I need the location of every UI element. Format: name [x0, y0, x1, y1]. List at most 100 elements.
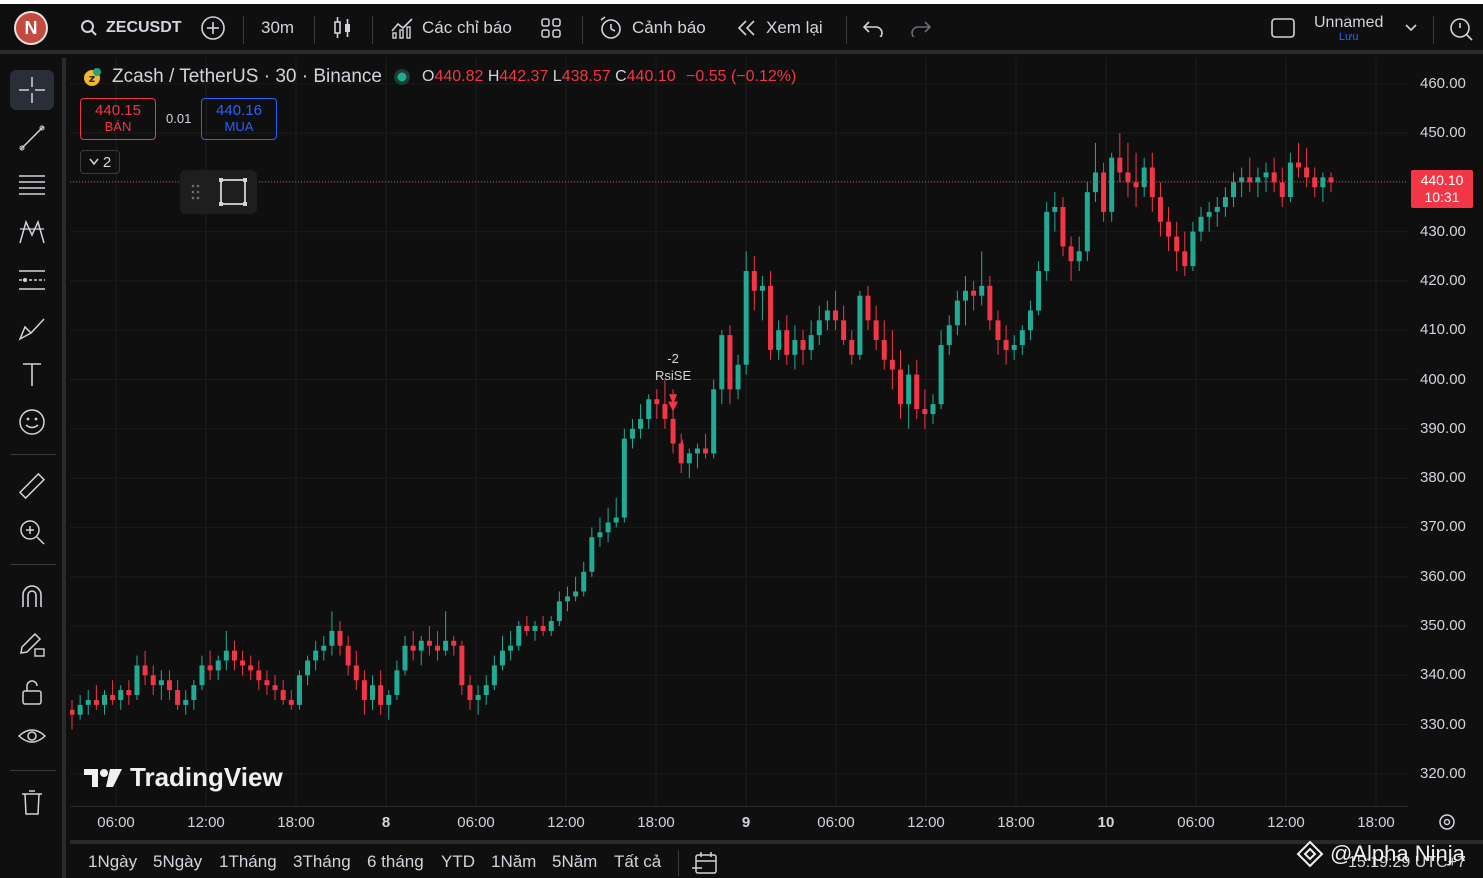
trash-icon — [22, 790, 42, 815]
symbol-title[interactable]: Zcash / TetherUS · 30 · Binance — [112, 66, 382, 87]
emoji-tool[interactable] — [10, 402, 54, 442]
candle — [719, 330, 725, 405]
candle-body — [1125, 172, 1131, 183]
candle — [881, 320, 887, 370]
templates-button[interactable] — [540, 8, 562, 48]
chevron-down-icon — [1405, 24, 1417, 32]
symbol-search-button[interactable]: ZECUSDT — [80, 8, 182, 48]
user-avatar[interactable]: N — [14, 8, 48, 48]
candle-body — [166, 680, 172, 691]
sell-button[interactable]: 440.15 BÁN — [80, 98, 156, 140]
range-button[interactable]: 1Tháng — [219, 852, 277, 871]
candle — [524, 616, 530, 636]
buy-button[interactable]: 440.16 MUA — [201, 98, 277, 140]
fib-tool[interactable] — [10, 164, 54, 204]
range-button[interactable]: 1Ngày — [88, 852, 138, 871]
candle-body — [516, 626, 522, 646]
candle — [1052, 192, 1058, 232]
brush-tool[interactable] — [10, 308, 54, 348]
range-button[interactable]: Tất cả — [614, 852, 662, 871]
candle-body — [987, 285, 993, 321]
range-button[interactable]: 5Ngày — [153, 852, 203, 871]
alerts-button[interactable]: Cảnh báo — [598, 8, 706, 48]
candle — [1003, 325, 1009, 365]
price-tick-label: 370.00 — [1420, 518, 1466, 536]
open-value: 440.82 — [434, 68, 484, 85]
zoom-tool[interactable] — [10, 512, 54, 552]
layout-name-button[interactable]: Unnamed Lưu — [1314, 8, 1383, 48]
range-button[interactable]: 1Năm — [491, 852, 537, 871]
lock-tool[interactable] — [10, 672, 54, 712]
magnet-tool[interactable] — [10, 576, 54, 616]
candle — [296, 670, 302, 710]
candle-body — [1182, 251, 1188, 267]
candle — [686, 448, 692, 479]
drag-handle-icon[interactable] — [186, 170, 206, 214]
candle — [101, 690, 107, 715]
candle — [451, 635, 457, 656]
candle — [629, 418, 635, 449]
ohlc-values: O440.82 H442.37 L438.57 C440.10 −0.55 (−… — [422, 68, 797, 85]
candle-body — [126, 690, 132, 696]
crosshair-icon — [19, 77, 45, 103]
forecast-tool[interactable] — [10, 260, 54, 300]
candle-body — [313, 650, 319, 661]
candle — [418, 635, 424, 666]
interval-button[interactable]: 30m — [261, 18, 295, 37]
rectangle-icon[interactable] — [218, 177, 248, 207]
spread-value: 0.01 — [166, 111, 192, 126]
candle-body — [784, 330, 790, 355]
time-scale[interactable] — [70, 806, 1408, 838]
clock[interactable]: 15:19:29 UTC+7 — [1348, 854, 1466, 871]
indicators-button[interactable]: Các chỉ báo — [390, 8, 512, 48]
quick-search-button[interactable] — [1448, 8, 1474, 48]
goto-date-icon[interactable] — [692, 851, 718, 875]
candle-body — [1027, 310, 1033, 331]
layout-dropdown[interactable] — [1404, 8, 1418, 48]
replay-button[interactable]: Xem lại — [736, 8, 823, 48]
floating-drawing-toolbar[interactable] — [180, 170, 257, 214]
range-button[interactable]: YTD — [441, 852, 475, 871]
candle — [646, 394, 652, 429]
candle — [954, 290, 960, 336]
settings-gear-icon[interactable] — [1436, 811, 1458, 833]
candle — [1141, 157, 1147, 198]
undo-button[interactable] — [862, 8, 884, 48]
candle-body — [240, 660, 246, 666]
lock-drawings-tool[interactable] — [10, 624, 54, 664]
candle — [1101, 162, 1107, 222]
range-button[interactable]: 6 tháng — [367, 852, 424, 871]
range-button[interactable]: 3Tháng — [293, 852, 351, 871]
candle — [378, 670, 384, 715]
trendline-tool[interactable] — [10, 118, 54, 158]
compare-symbol-button[interactable] — [200, 8, 226, 48]
chart-pane[interactable] — [70, 58, 1408, 838]
text-tool[interactable] — [10, 354, 54, 394]
chart-type-button[interactable] — [332, 8, 354, 48]
candle-body — [378, 685, 384, 705]
horizontal-lines-icon — [19, 175, 45, 195]
hide-drawings-tool[interactable] — [10, 716, 54, 756]
candlestick-chart[interactable] — [70, 58, 1408, 838]
candle — [792, 325, 798, 370]
layout-toggle-button[interactable] — [1270, 8, 1296, 48]
candle-body — [1222, 197, 1228, 207]
candle — [499, 635, 505, 671]
candle-body — [1312, 177, 1318, 188]
candle-body — [1068, 246, 1074, 262]
indicator-collapse-button[interactable]: 2 — [80, 150, 120, 174]
candle — [353, 650, 359, 691]
crosshair-tool[interactable] — [10, 70, 54, 110]
bar-countdown: 10:31 — [1424, 189, 1460, 205]
remove-drawings-tool[interactable] — [10, 782, 54, 822]
candle-body — [1076, 251, 1082, 262]
range-button[interactable]: 5Năm — [552, 852, 598, 871]
candle-body — [621, 438, 627, 518]
pattern-tool[interactable] — [10, 212, 54, 252]
tradingview-logo-icon — [84, 768, 122, 787]
redo-button[interactable] — [910, 8, 932, 48]
avatar[interactable]: N — [14, 11, 48, 45]
candle-body — [361, 680, 367, 700]
candle-body — [670, 418, 676, 444]
measure-tool[interactable] — [10, 466, 54, 506]
